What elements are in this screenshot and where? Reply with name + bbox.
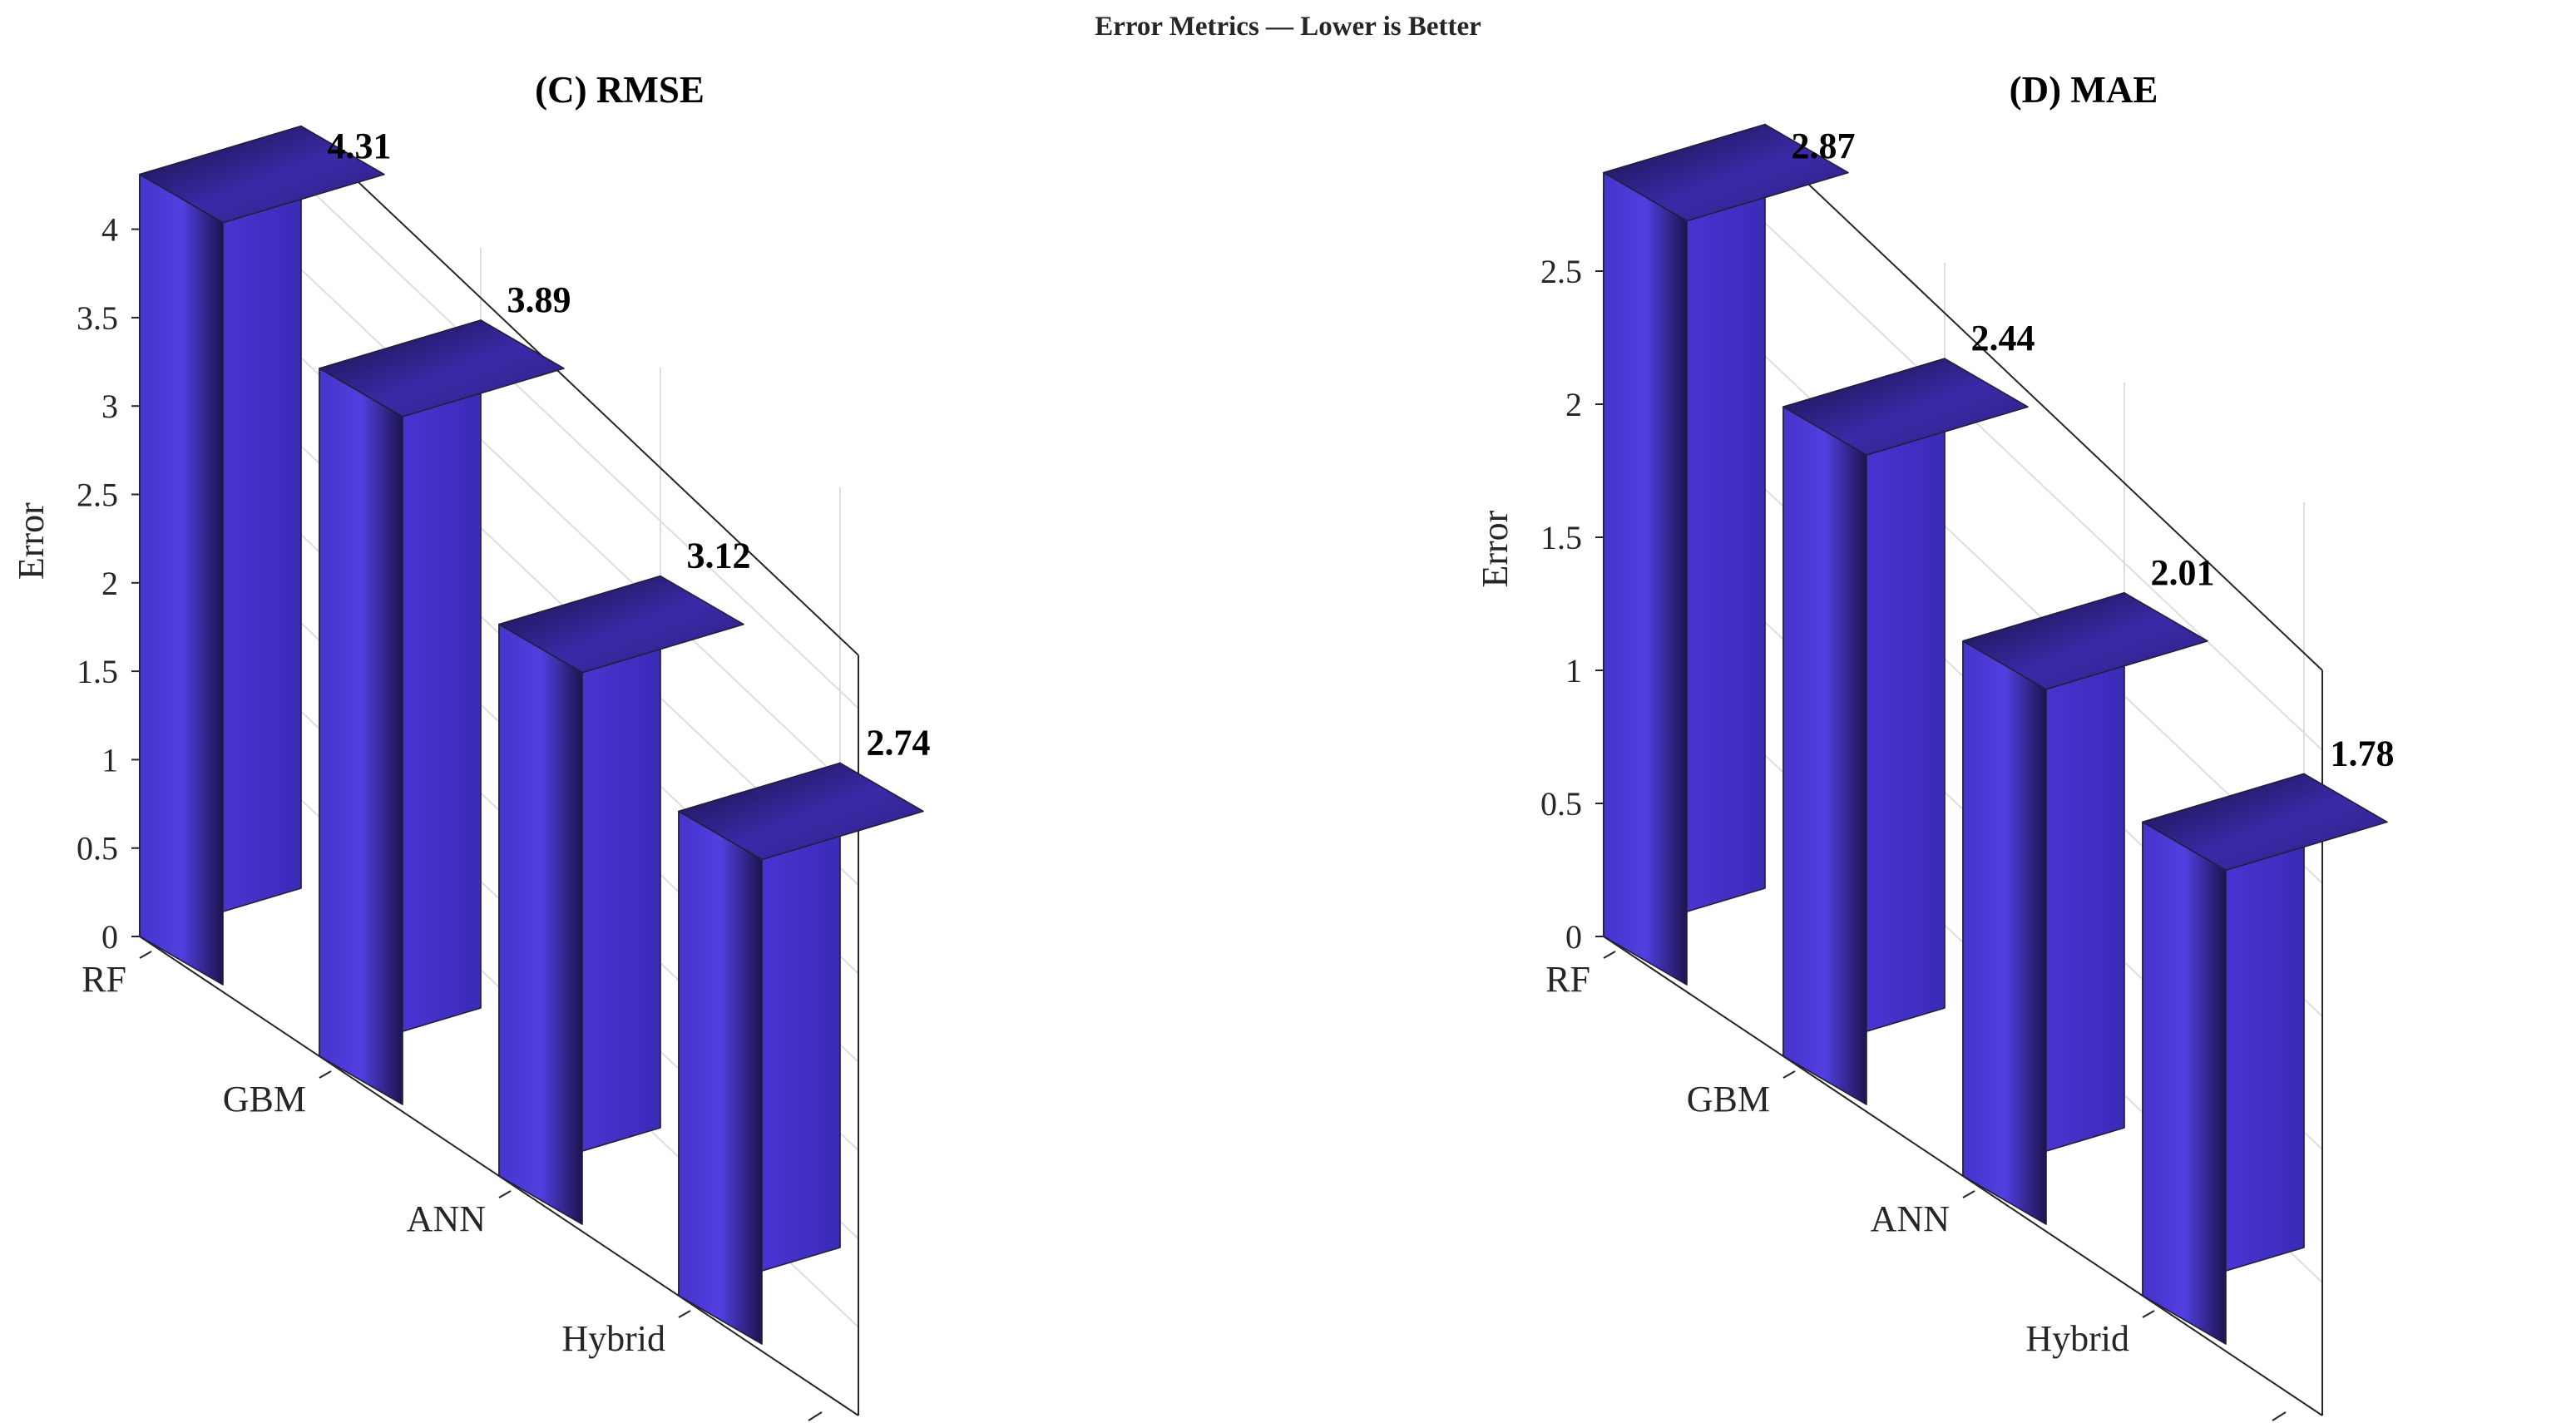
y-tick-label: 0 <box>101 918 118 956</box>
bar-gbm <box>1782 358 2029 1105</box>
category-label-gbm: GBM <box>1687 1079 1770 1119</box>
wall-top-edge <box>1764 142 2323 671</box>
gridline-horizontal <box>1764 222 2323 751</box>
bar-front-face <box>2142 821 2227 1345</box>
y-tick-label: 0.5 <box>77 830 118 867</box>
data-label-gbm: 2.44 <box>1971 318 2035 358</box>
bar-top-face <box>2142 773 2388 872</box>
y-axis-label: Error <box>11 502 52 580</box>
x-tick-mark <box>498 1190 512 1198</box>
x-tick-mark <box>1962 1190 1975 1198</box>
bar-top-face <box>498 575 744 674</box>
data-label-hybrid: 2.74 <box>867 722 931 763</box>
bar-rf <box>1603 123 1849 986</box>
data-label-rf: 4.31 <box>328 126 392 166</box>
y-tick-label: 1 <box>1565 652 1582 689</box>
data-label-hybrid: 1.78 <box>2331 733 2395 773</box>
x-tick-mark <box>1782 1070 1796 1079</box>
gridline-horizontal <box>300 180 859 709</box>
category-label-ann: ANN <box>407 1198 486 1239</box>
category-label-hybrid: Hybrid <box>2025 1318 2129 1359</box>
y-tick-label: 3.5 <box>77 299 118 337</box>
data-label-ann: 2.01 <box>2151 552 2215 593</box>
data-label-rf: 2.87 <box>1792 126 1856 166</box>
y-tick-label: 2 <box>1565 386 1582 423</box>
wall-top-edge <box>300 127 859 656</box>
figure-title: Error Metrics — Lower is Better <box>1095 12 1481 42</box>
x-tick-mark <box>139 951 152 959</box>
rmse-chart: (C) RMSE 0 0.5 1 1.5 2 2.5 3 3.5 4 Error 4.31 RF 3.89… <box>11 69 931 1421</box>
depth-tick-mark <box>2272 1411 2287 1421</box>
y-tick-label: 2.5 <box>77 477 118 514</box>
y-tick-label: 2.5 <box>1540 253 1582 290</box>
y-tick-label: 3 <box>101 388 118 425</box>
category-label-gbm: GBM <box>223 1079 306 1119</box>
x-tick-mark <box>319 1070 332 1079</box>
y-tick-label: 1 <box>101 741 118 778</box>
bar-hybrid <box>678 762 924 1345</box>
bar-ann <box>1962 591 2208 1225</box>
panel-title: (D) MAE <box>2010 69 2158 111</box>
bar-hybrid <box>2142 773 2388 1345</box>
y-tick-label: 0.5 <box>1540 785 1582 823</box>
bar-front-face <box>319 368 403 1105</box>
category-label-hybrid: Hybrid <box>561 1318 665 1359</box>
data-label-gbm: 3.89 <box>507 279 571 320</box>
panel-title: (C) RMSE <box>535 69 705 111</box>
bar-front-face <box>139 173 224 986</box>
y-tick-label: 0 <box>1565 918 1582 956</box>
bar-gbm <box>319 319 565 1105</box>
bar-top-face <box>319 319 565 418</box>
category-label-rf: RF <box>82 959 126 1000</box>
bar-front-face <box>1782 406 1867 1105</box>
category-label-rf: RF <box>1545 959 1590 1000</box>
bar-ann <box>498 575 744 1225</box>
bar-front-face <box>1962 640 2047 1225</box>
x-tick-mark <box>1603 951 1616 959</box>
bar-top-face <box>1962 591 2208 690</box>
y-tick-label: 2 <box>101 565 118 602</box>
mae-chart: (D) MAE 0 0.5 1 1.5 2 2.5 Error 2.87 RF 2.44 GBM 2.0… <box>1475 69 2395 1421</box>
y-axis-label: Error <box>1475 510 1515 587</box>
bar-top-face <box>1782 358 2029 457</box>
depth-tick-mark <box>808 1411 823 1421</box>
bar-front-face <box>498 623 583 1225</box>
bar-top-face <box>678 762 924 861</box>
x-tick-mark <box>678 1310 691 1318</box>
y-tick-label: 1.5 <box>1540 519 1582 556</box>
y-tick-label: 4 <box>101 211 118 249</box>
bar-front-face <box>678 810 763 1345</box>
bar-front-face <box>1603 171 1688 986</box>
bar-top-face <box>1603 123 1849 222</box>
category-label-ann: ANN <box>1871 1198 1950 1239</box>
bar-rf <box>139 125 385 986</box>
y-tick-label: 1.5 <box>77 653 118 690</box>
bar-top-face <box>139 125 385 224</box>
data-label-ann: 3.12 <box>687 536 751 576</box>
x-tick-mark <box>2142 1310 2155 1318</box>
